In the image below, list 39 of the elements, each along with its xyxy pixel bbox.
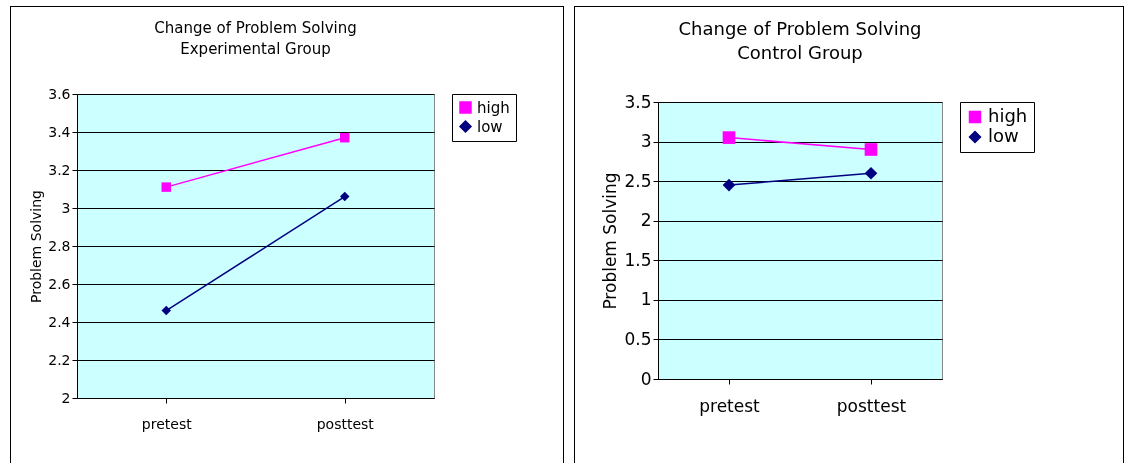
x-tick-label: posttest [836,395,907,416]
legend-label: low [988,125,1019,146]
y-tick-label: 1.5 [624,249,652,270]
y-tick-label: 2.4 [48,313,71,330]
chart-title: Change of Problem Solving [154,19,357,37]
y-tick-label: 2 [640,210,652,231]
y-tick-label: 2.8 [48,237,71,254]
y-axis-title: Problem Solving [600,172,621,310]
y-tick-label: 2.6 [48,275,71,292]
y-tick-label: 0.5 [624,328,652,349]
y-tick-label: 3 [61,199,71,216]
y-tick-label: 2 [61,389,71,406]
point [722,131,736,144]
point [161,182,171,192]
point [340,132,350,143]
point [864,143,878,156]
y-tick-label: 0 [640,368,652,389]
point [161,305,171,316]
chart-title: Change of Problem Solving [678,18,922,39]
legend-label: low [477,117,503,136]
point [722,178,736,192]
chart-subtitle: Experimental Group [180,40,331,58]
y-tick-label: 2.5 [624,170,652,191]
y-tick-label: 3 [640,131,652,152]
point [340,191,350,202]
y-tick-label: 1 [640,289,652,310]
x-tick-label: posttest [316,415,375,432]
chart-subtitle: Control Group [737,42,863,63]
legend-label: high [477,98,510,117]
y-tick-label: 3.2 [48,161,71,178]
y-tick-label: 3.5 [624,91,652,112]
y-tick-label: 3.6 [48,85,71,102]
y-tick-label: 3.4 [48,123,71,140]
point [864,166,878,180]
x-tick-label: pretest [699,395,761,416]
legend-label: high [988,105,1028,126]
x-tick-label: pretest [141,415,193,432]
y-tick-label: 2.2 [48,351,71,368]
y-axis-title: Problem Solving [28,190,45,303]
